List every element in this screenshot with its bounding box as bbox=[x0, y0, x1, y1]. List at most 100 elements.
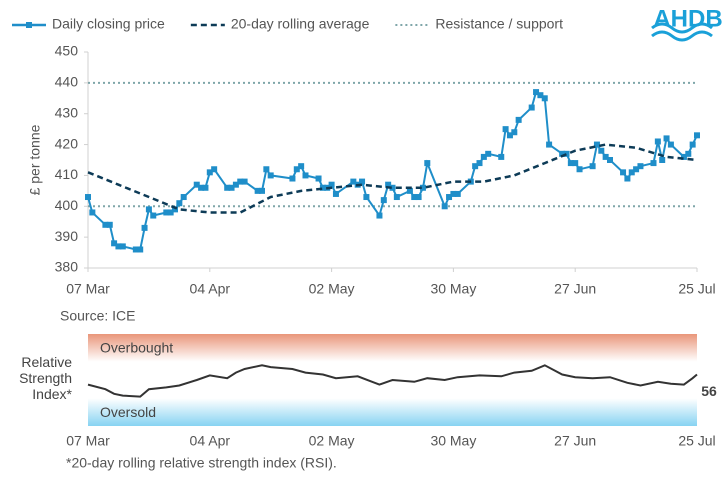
marker bbox=[293, 166, 300, 173]
marker bbox=[620, 169, 627, 176]
marker bbox=[589, 163, 596, 170]
marker bbox=[145, 206, 152, 213]
y-tick-label: 430 bbox=[55, 104, 79, 120]
legend-label: Resistance / support bbox=[435, 16, 563, 32]
footnote: *20-day rolling relative strength index … bbox=[66, 455, 337, 471]
marker bbox=[685, 150, 692, 157]
marker bbox=[359, 178, 366, 185]
marker bbox=[446, 194, 453, 201]
rsi-value-label: 56 bbox=[701, 383, 717, 399]
line bbox=[87, 364, 698, 398]
marker bbox=[541, 95, 548, 102]
marker bbox=[298, 163, 305, 170]
marker bbox=[454, 190, 461, 197]
marker bbox=[537, 92, 544, 99]
legend-marker bbox=[26, 22, 32, 28]
marker bbox=[332, 190, 339, 197]
marker bbox=[476, 160, 483, 167]
marker bbox=[150, 212, 157, 219]
marker bbox=[172, 206, 178, 213]
marker bbox=[328, 181, 335, 188]
x-tick-label: 25 Jul bbox=[678, 281, 715, 297]
line bbox=[87, 90, 698, 251]
marker bbox=[515, 116, 522, 123]
marker bbox=[193, 181, 200, 188]
marker bbox=[576, 166, 583, 173]
marker bbox=[654, 138, 661, 145]
marker bbox=[502, 126, 509, 133]
marker bbox=[267, 172, 274, 179]
marker bbox=[385, 181, 392, 188]
marker bbox=[415, 194, 422, 201]
rsi-x-tick-label: 25 Jul bbox=[678, 433, 715, 449]
marker bbox=[480, 153, 487, 160]
marker bbox=[241, 178, 248, 185]
marker bbox=[263, 166, 270, 173]
marker bbox=[485, 150, 492, 157]
marker bbox=[528, 104, 535, 111]
marker bbox=[650, 160, 657, 167]
marker bbox=[380, 197, 387, 204]
marker bbox=[115, 243, 122, 250]
marker bbox=[141, 224, 148, 231]
marker bbox=[559, 150, 566, 157]
y-tick-label: 390 bbox=[55, 228, 79, 244]
marker bbox=[419, 184, 426, 191]
marker bbox=[176, 200, 183, 207]
marker bbox=[680, 153, 687, 160]
marker bbox=[628, 169, 635, 176]
marker bbox=[302, 172, 309, 179]
marker bbox=[376, 212, 383, 219]
rsi-x-tick-label: 27 Jun bbox=[554, 433, 596, 449]
marker bbox=[228, 184, 235, 191]
logo-wave bbox=[651, 30, 713, 42]
logo: AHDB bbox=[653, 5, 722, 32]
marker bbox=[315, 175, 322, 182]
y-tick-label: 400 bbox=[55, 197, 79, 213]
marker bbox=[319, 184, 326, 191]
marker bbox=[119, 243, 126, 250]
y-tick-label: 380 bbox=[55, 259, 79, 275]
x-tick-label: 04 Apr bbox=[190, 281, 231, 297]
marker bbox=[206, 169, 213, 176]
marker bbox=[506, 132, 513, 139]
rsi-band-label: Oversold bbox=[100, 404, 156, 420]
marker bbox=[254, 187, 261, 194]
legend-label: Daily closing price bbox=[52, 16, 165, 32]
marker bbox=[598, 147, 605, 154]
marker bbox=[624, 175, 631, 182]
marker bbox=[237, 178, 244, 185]
marker bbox=[411, 194, 418, 201]
marker bbox=[667, 141, 674, 148]
rsi-band bbox=[88, 398, 697, 426]
logo-wave bbox=[651, 22, 713, 34]
marker bbox=[533, 89, 540, 96]
marker bbox=[202, 184, 209, 191]
marker bbox=[393, 194, 400, 201]
source: Source: ICE bbox=[60, 308, 135, 324]
rsi-x-tick-label: 02 May bbox=[309, 433, 355, 449]
marker bbox=[498, 153, 505, 160]
rsi-x-tick-label: 30 May bbox=[430, 433, 476, 449]
y-tick-label: 450 bbox=[55, 43, 79, 59]
marker bbox=[106, 221, 113, 228]
y-axis-label: £ per tonne bbox=[27, 124, 43, 195]
marker bbox=[546, 141, 553, 148]
marker bbox=[424, 160, 431, 167]
marker bbox=[89, 209, 96, 216]
marker bbox=[694, 132, 700, 139]
marker bbox=[259, 187, 265, 194]
marker bbox=[663, 135, 670, 142]
y-tick-label: 410 bbox=[55, 166, 79, 182]
marker bbox=[511, 129, 518, 136]
x-tick-label: 30 May bbox=[430, 281, 476, 297]
marker bbox=[572, 160, 579, 167]
marker bbox=[163, 209, 170, 216]
marker bbox=[85, 194, 91, 201]
marker bbox=[472, 163, 479, 170]
marker bbox=[406, 187, 413, 194]
x-tick-label: 02 May bbox=[309, 281, 355, 297]
marker bbox=[198, 184, 205, 191]
marker bbox=[389, 184, 396, 191]
marker bbox=[363, 194, 370, 201]
